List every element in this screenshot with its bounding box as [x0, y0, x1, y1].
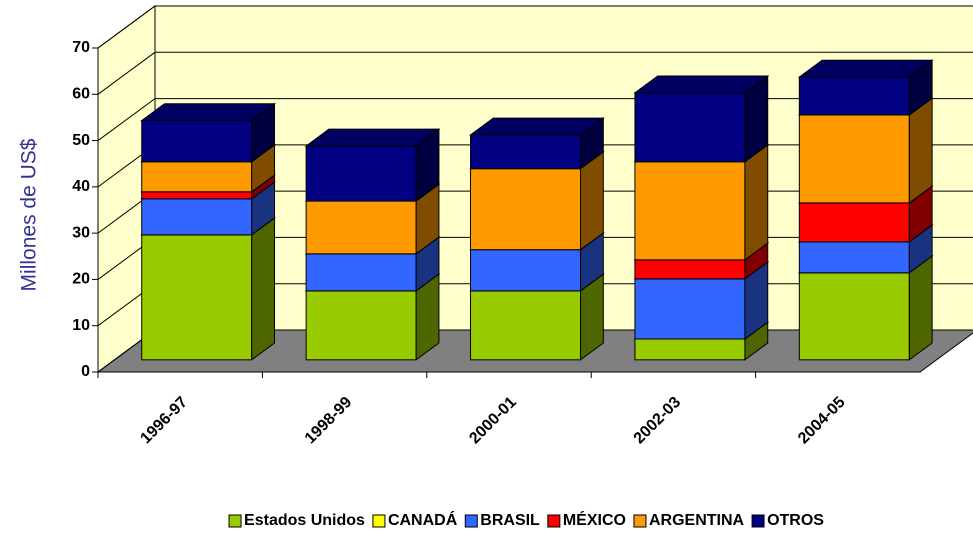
legend-label: ARGENTINA — [649, 512, 745, 529]
y-tick-label: 30 — [72, 224, 90, 241]
grid-line — [97, 51, 973, 95]
x-tick-label: 2002-03 — [631, 394, 685, 448]
grid-line — [97, 5, 973, 49]
bar — [470, 134, 582, 170]
bar — [798, 202, 910, 243]
y-tick-label: 0 — [81, 363, 90, 380]
legend-swatch — [751, 514, 765, 528]
legend-label: BRASIL — [480, 512, 540, 529]
bar-side — [744, 143, 769, 261]
y-tick-label: 70 — [72, 39, 90, 56]
bar-top — [633, 75, 770, 94]
bar — [141, 120, 253, 163]
bar — [141, 161, 253, 193]
bar — [798, 114, 910, 204]
bar-side — [908, 255, 933, 361]
bar — [634, 92, 746, 163]
bar — [470, 290, 582, 361]
y-tick-label: 60 — [72, 86, 90, 103]
x-tick-label: 2000-01 — [466, 394, 520, 448]
bar-side — [251, 217, 276, 361]
bar — [470, 249, 582, 292]
legend: Estados Unidos CANADÁ BRASIL MÉXICO ARGENTIN… — [228, 510, 824, 529]
bar-top — [140, 103, 277, 122]
bar — [470, 168, 582, 251]
bar — [798, 241, 910, 274]
legend-swatch — [547, 514, 561, 528]
legend-swatch — [372, 514, 386, 528]
legend-label: MÉXICO — [563, 510, 626, 529]
y-axis-label: Millones de US$ — [18, 138, 41, 291]
bar — [305, 290, 417, 361]
x-tick-label: 1996-97 — [137, 394, 191, 448]
legend-label: OTROS — [767, 512, 824, 529]
bar — [634, 259, 746, 280]
bar — [305, 200, 417, 255]
y-tick-label: 40 — [72, 178, 90, 195]
y-tick-label: 10 — [72, 317, 90, 334]
y-tick-label: 50 — [72, 132, 90, 149]
x-tick-label: 1998-99 — [302, 394, 356, 448]
legend-swatch — [464, 514, 478, 528]
bar — [634, 278, 746, 340]
bar — [305, 253, 417, 292]
bar-top — [797, 59, 934, 78]
bar — [634, 161, 746, 261]
x-tick-label: 2004-05 — [795, 394, 849, 448]
bar — [305, 145, 417, 202]
legend-swatch — [633, 514, 647, 528]
legend-label: Estados Unidos — [244, 512, 365, 529]
bar — [141, 191, 253, 200]
bar — [798, 76, 910, 116]
legend-label: CANADÁ — [388, 510, 458, 529]
y-tick-label: 20 — [72, 271, 90, 288]
bar-top — [469, 117, 605, 136]
bar — [141, 198, 253, 236]
bar-top — [304, 128, 441, 147]
bar-side — [908, 97, 933, 204]
bar — [634, 338, 746, 361]
bar — [798, 272, 910, 361]
legend-swatch — [228, 514, 242, 528]
bar — [141, 234, 253, 361]
